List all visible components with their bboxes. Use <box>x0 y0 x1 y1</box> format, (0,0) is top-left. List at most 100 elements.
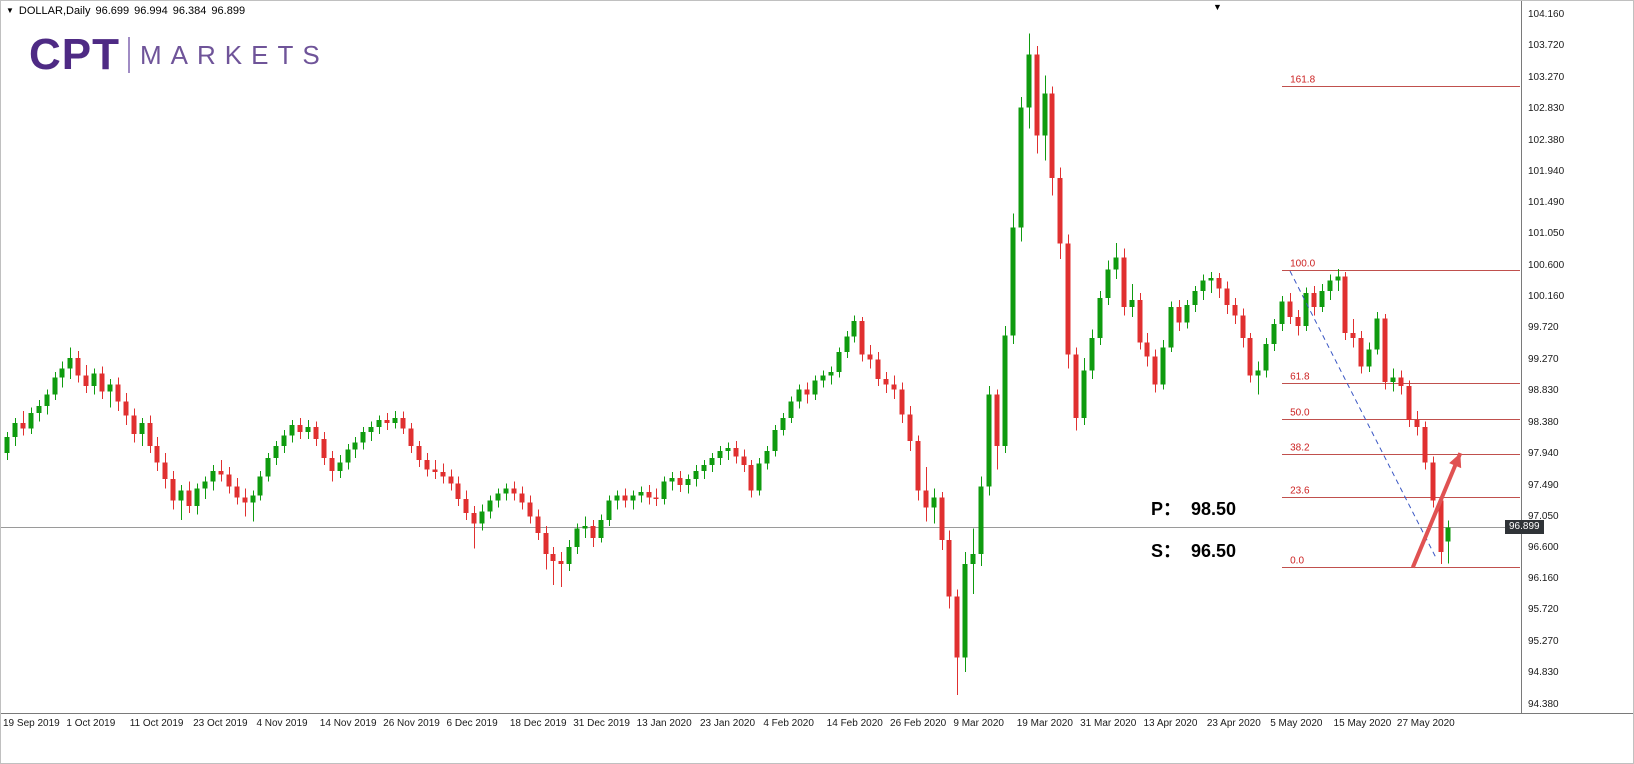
candle-body <box>859 321 865 355</box>
date-axis[interactable]: 19 Sep 2019 1 Oct 2019 11 Oct 2019 23 Oct 2… <box>1 713 1633 737</box>
candle-body <box>796 389 802 402</box>
price-axis-label: 102.380 <box>1528 134 1565 146</box>
expander-triangle-icon[interactable]: ▼ <box>6 6 14 15</box>
candle-body <box>1208 278 1214 281</box>
candle-body <box>1303 292 1309 327</box>
candle-body <box>550 554 556 562</box>
candle-body <box>352 442 358 450</box>
candle-body <box>115 384 121 402</box>
candle-body <box>455 483 461 499</box>
price-axis-label: 97.940 <box>1528 447 1559 459</box>
date-axis-label: 4 Feb 2020 <box>763 718 814 729</box>
candle-body <box>376 419 382 428</box>
candle-body <box>733 448 739 457</box>
price-axis-label: 103.270 <box>1528 71 1565 83</box>
chart-shift-marker-icon[interactable]: ▼ <box>1213 2 1222 12</box>
candle-body <box>772 429 778 452</box>
date-axis-label: 23 Jan 2020 <box>699 718 756 729</box>
candle-body <box>899 389 905 415</box>
quote-open: 96.699 <box>95 5 130 17</box>
candle-body <box>495 493 501 501</box>
candle-body <box>1311 292 1317 308</box>
date-axis-label: 31 Dec 2019 <box>573 718 630 729</box>
candle-body <box>535 516 541 533</box>
candle-body <box>851 321 857 337</box>
candle-body <box>543 532 549 555</box>
date-axis-label: 27 May 2020 <box>1396 718 1455 729</box>
price-axis[interactable]: 104.160 103.720 103.270 102.830 102.380 101.9… <box>1521 1 1633 713</box>
date-axis-label: 18 Dec 2019 <box>509 718 567 729</box>
date-axis-label: 26 Nov 2019 <box>383 718 440 729</box>
candle-body <box>178 490 184 501</box>
price-axis-label: 98.830 <box>1528 385 1559 397</box>
candle-body <box>1144 342 1150 357</box>
date-axis-label: 13 Jan 2020 <box>636 718 692 729</box>
candle-body <box>139 422 145 435</box>
candle-body <box>820 375 826 381</box>
candle-body <box>59 368 65 378</box>
candle-body <box>479 511 485 524</box>
date-axis-label: 31 Mar 2020 <box>1080 718 1137 729</box>
price-axis-label: 97.050 <box>1528 510 1559 522</box>
candle-body <box>1335 276 1341 281</box>
price-axis-label: 96.160 <box>1528 573 1559 585</box>
candle-body <box>1168 307 1174 348</box>
candle-body <box>67 357 73 369</box>
candle-body <box>242 497 248 503</box>
candle-body <box>986 394 992 487</box>
candle-body <box>329 458 335 471</box>
quote-low: 96.384 <box>172 5 207 17</box>
candle-body <box>1350 333 1356 339</box>
candle-body <box>994 394 1000 447</box>
candle-body <box>1438 500 1444 552</box>
candle-body <box>416 446 422 461</box>
price-axis-label: 100.600 <box>1528 260 1565 272</box>
candle-body <box>75 357 81 376</box>
candle-body <box>368 427 374 432</box>
candle-body <box>566 546 572 564</box>
candle-body <box>1034 54 1040 136</box>
candle-body <box>828 371 834 376</box>
candle-body <box>1422 427 1428 463</box>
candlestick-chart[interactable]: 161.8 100.0 61.8 50.0 38.2 23.6 0.0 <box>1 1 1521 713</box>
candle-body <box>1319 290 1325 308</box>
candle-body <box>1240 315 1246 339</box>
candle-body <box>1160 347 1166 385</box>
candle-body <box>321 439 327 459</box>
candle-body <box>265 458 271 477</box>
candle-body <box>717 451 723 459</box>
support-annotation[interactable]: S： 96.50 <box>1151 541 1237 561</box>
candle-body <box>725 448 731 452</box>
candle-body <box>1002 335 1008 447</box>
current-price-badge: 96.899 <box>1505 520 1544 535</box>
date-axis-label: 4 Nov 2019 <box>256 718 308 729</box>
candle-body <box>4 436 10 454</box>
candle-body <box>408 428 414 447</box>
candle-body <box>954 596 960 658</box>
candle-body <box>1121 257 1127 308</box>
cpt-markets-logo: CPT MARKETS <box>29 31 329 79</box>
candle-body <box>44 394 50 406</box>
candle-body <box>305 427 311 432</box>
candle-body <box>836 352 842 372</box>
candle-body <box>360 431 366 443</box>
candle-body <box>1224 288 1230 305</box>
pivot-annotation[interactable]: P： 98.50 <box>1151 499 1237 519</box>
price-axis-label: 99.270 <box>1528 354 1559 365</box>
candle-body <box>28 412 34 429</box>
price-axis-label: 101.940 <box>1528 165 1565 177</box>
candle-body <box>432 469 438 473</box>
price-axis-label: 96.600 <box>1528 542 1559 554</box>
price-axis-label: 101.050 <box>1528 228 1565 240</box>
trendline-dashed[interactable] <box>1289 270 1438 560</box>
candle-body <box>1137 300 1143 343</box>
candle-body <box>273 446 279 459</box>
date-axis-label: 5 May 2020 <box>1270 718 1323 729</box>
candle-body <box>1081 370 1087 418</box>
candle-body <box>1026 54 1032 108</box>
candle-body <box>1232 304 1238 316</box>
candle-body <box>1374 318 1380 350</box>
date-axis-label: 6 Dec 2019 <box>446 718 498 729</box>
arrow-line[interactable] <box>1410 452 1463 569</box>
